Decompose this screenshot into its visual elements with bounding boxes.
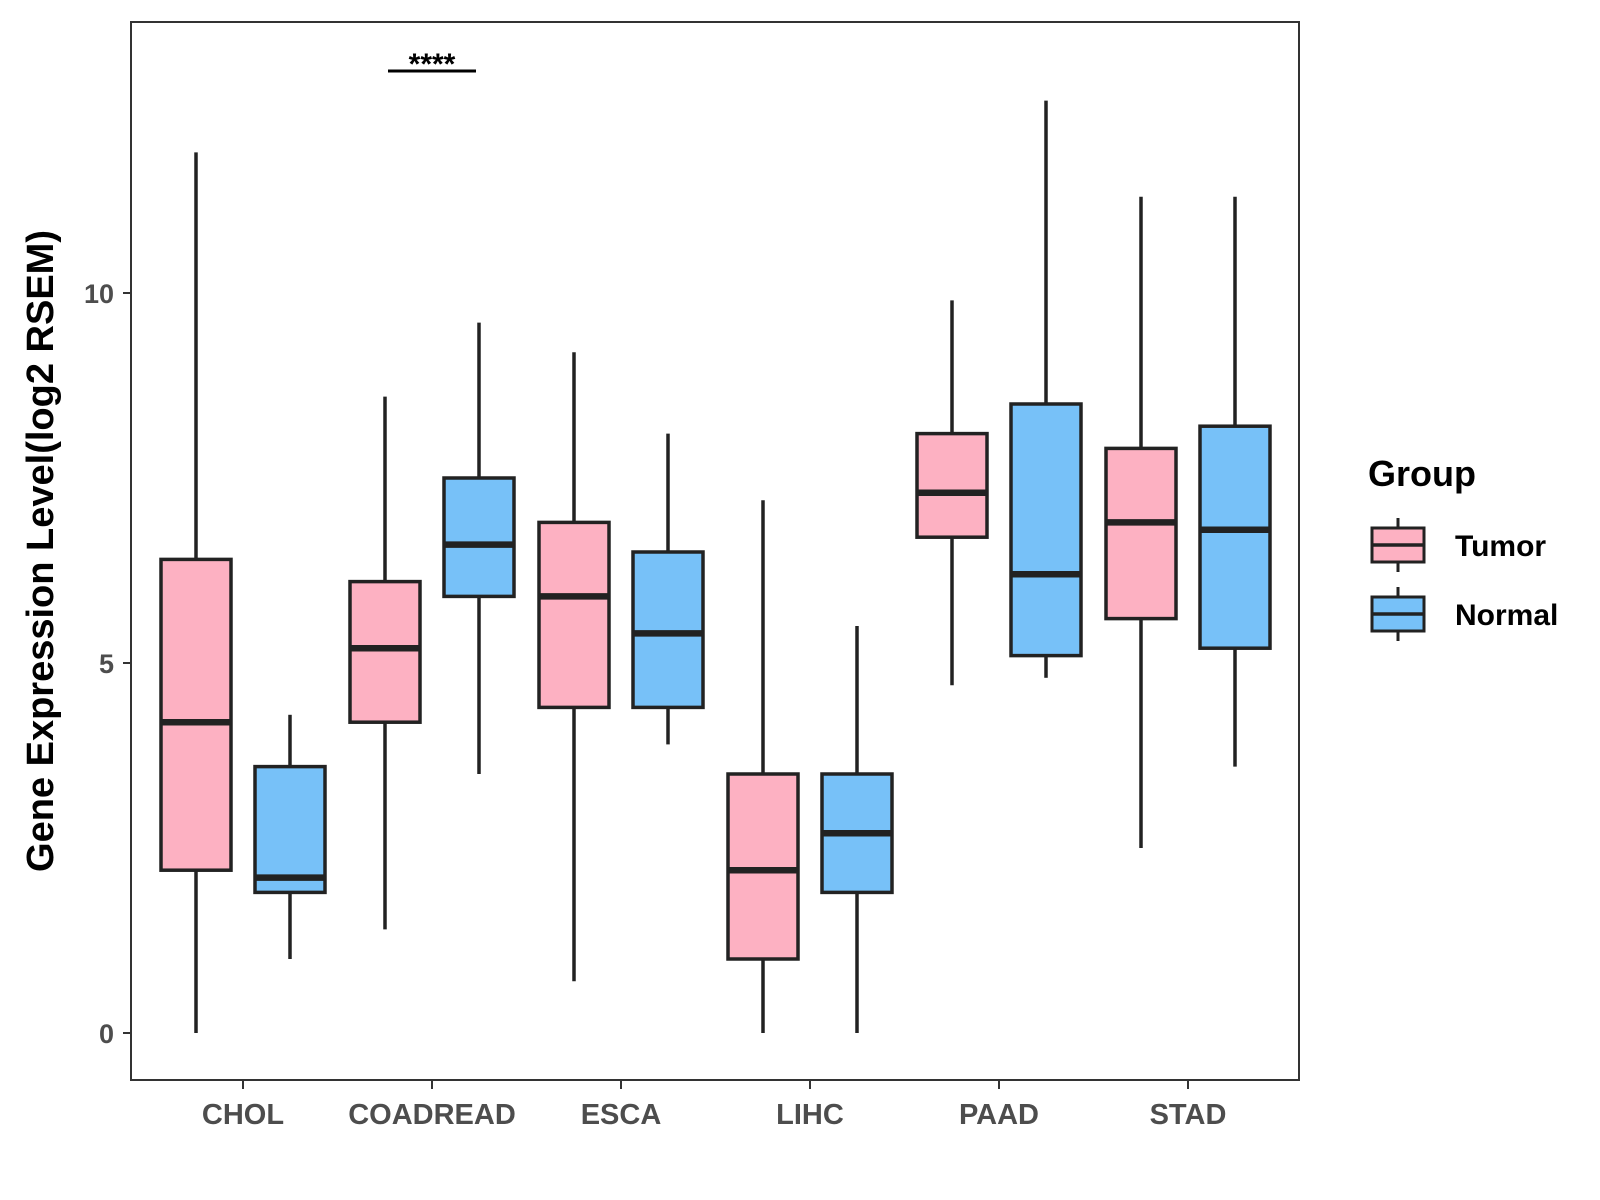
- box-normal-esca: [631, 433, 705, 745]
- box-iqr: [631, 550, 705, 710]
- x-tick-label: COADREAD: [348, 1099, 516, 1131]
- y-tick-label: 10: [84, 279, 114, 309]
- box-normal-chol: [253, 714, 327, 959]
- box-iqr: [348, 579, 422, 724]
- y-axis-title: Gene Expression Level(log2 RSEM): [20, 230, 62, 872]
- legend: Group Tumor Normal: [1368, 453, 1558, 641]
- box-iqr: [1104, 446, 1178, 621]
- significance-annotations: ****: [388, 48, 476, 81]
- x-tick-label: ESCA: [581, 1099, 662, 1131]
- y-tick-label: 0: [99, 1019, 114, 1049]
- x-axis: CHOL COADREAD ESCA LIHC PAAD STAD: [202, 1080, 1226, 1131]
- box-tumor-chol: [159, 152, 233, 1033]
- box-tumor-stad: [1104, 196, 1178, 848]
- x-tick-label: STAD: [1150, 1099, 1227, 1131]
- box-tumor-esca: [537, 352, 611, 982]
- legend-label: Tumor: [1455, 530, 1546, 563]
- box-tumor-coadread: [348, 396, 422, 930]
- box-iqr: [442, 476, 516, 599]
- box-normal-paad: [1009, 100, 1083, 678]
- box-normal-lihc: [820, 626, 894, 1033]
- legend-title: Group: [1368, 453, 1476, 494]
- box-normal-coadread: [442, 322, 516, 774]
- x-tick-label: LIHC: [776, 1099, 844, 1131]
- y-tick-label: 5: [99, 649, 114, 679]
- box-iqr: [726, 772, 800, 961]
- box-iqr: [537, 520, 611, 710]
- box-iqr: [1198, 424, 1272, 650]
- box-tumor-paad: [915, 300, 989, 686]
- box-iqr: [1009, 402, 1083, 658]
- box-normal-stad: [1198, 196, 1272, 767]
- legend-label: Normal: [1455, 599, 1558, 632]
- box-iqr: [159, 557, 233, 872]
- box-iqr: [253, 764, 327, 895]
- significance-label: ****: [409, 48, 456, 81]
- legend-entry-normal: Normal: [1370, 587, 1558, 641]
- x-tick-label: PAAD: [959, 1099, 1039, 1131]
- box-iqr: [915, 431, 989, 539]
- box-tumor-lihc: [726, 500, 800, 1033]
- box-series: [159, 100, 1272, 1033]
- y-axis: 0 5 10: [84, 279, 131, 1049]
- x-tick-label: CHOL: [202, 1099, 284, 1131]
- legend-entry-tumor: Tumor: [1370, 518, 1546, 572]
